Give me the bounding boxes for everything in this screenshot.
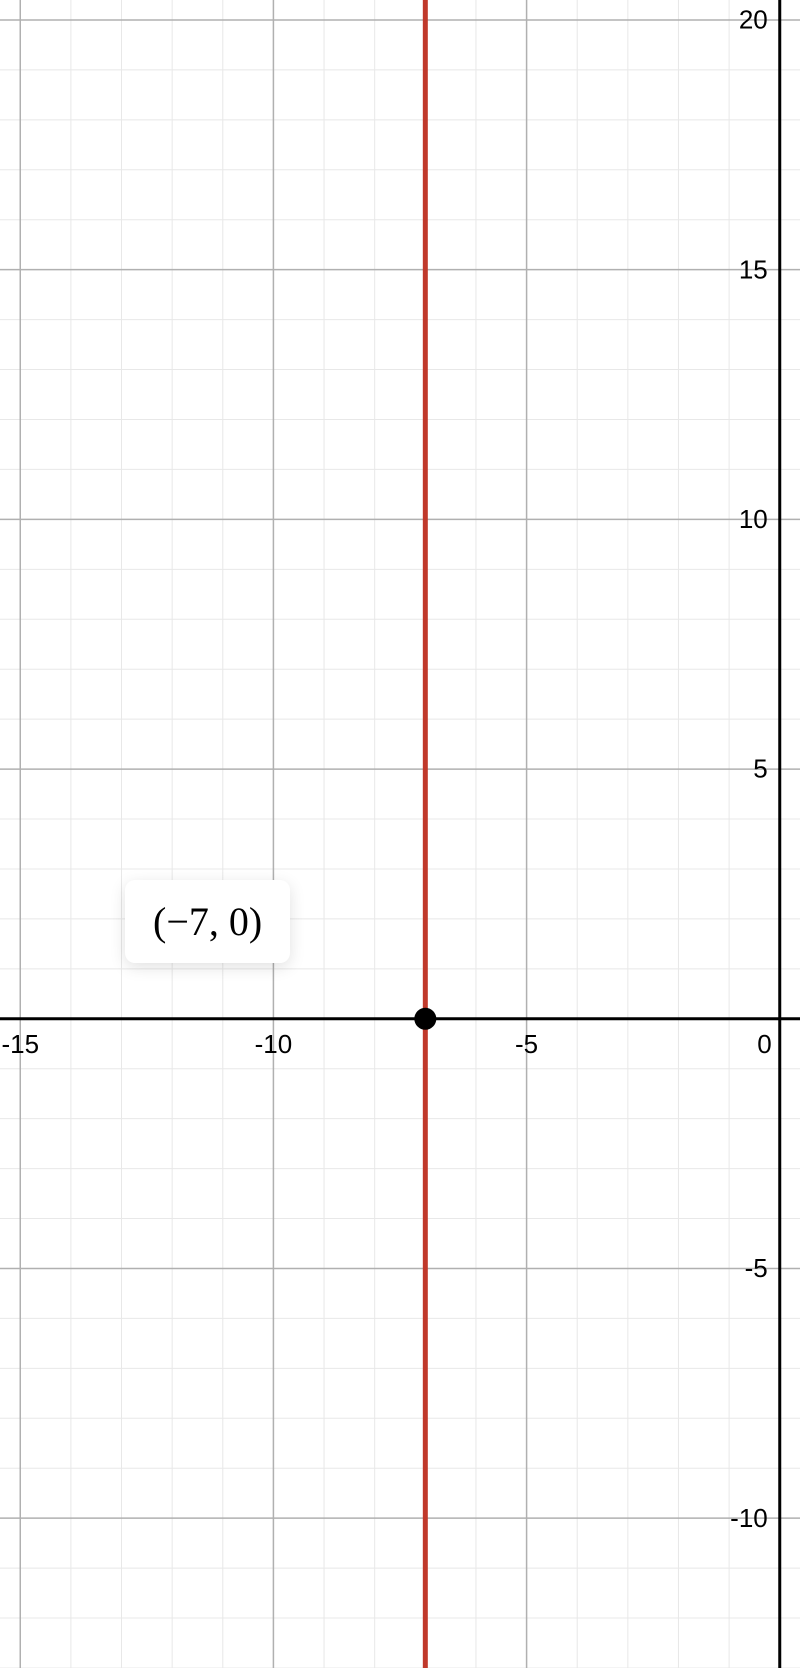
svg-text:-10: -10 — [730, 1503, 768, 1533]
svg-text:-15: -15 — [1, 1029, 39, 1059]
point-label-tooltip: (−7, 0) — [125, 880, 290, 963]
svg-text:20: 20 — [739, 5, 768, 35]
svg-text:-5: -5 — [745, 1253, 768, 1283]
svg-text:5: 5 — [753, 754, 767, 784]
svg-text:-5: -5 — [515, 1029, 538, 1059]
svg-text:10: 10 — [739, 504, 768, 534]
svg-text:0: 0 — [757, 1029, 771, 1059]
coordinate-graph: -15 -10 -5 0 -10 -5 5 10 15 20 — [0, 0, 800, 1668]
svg-text:15: 15 — [739, 254, 768, 284]
svg-text:-10: -10 — [255, 1029, 293, 1059]
